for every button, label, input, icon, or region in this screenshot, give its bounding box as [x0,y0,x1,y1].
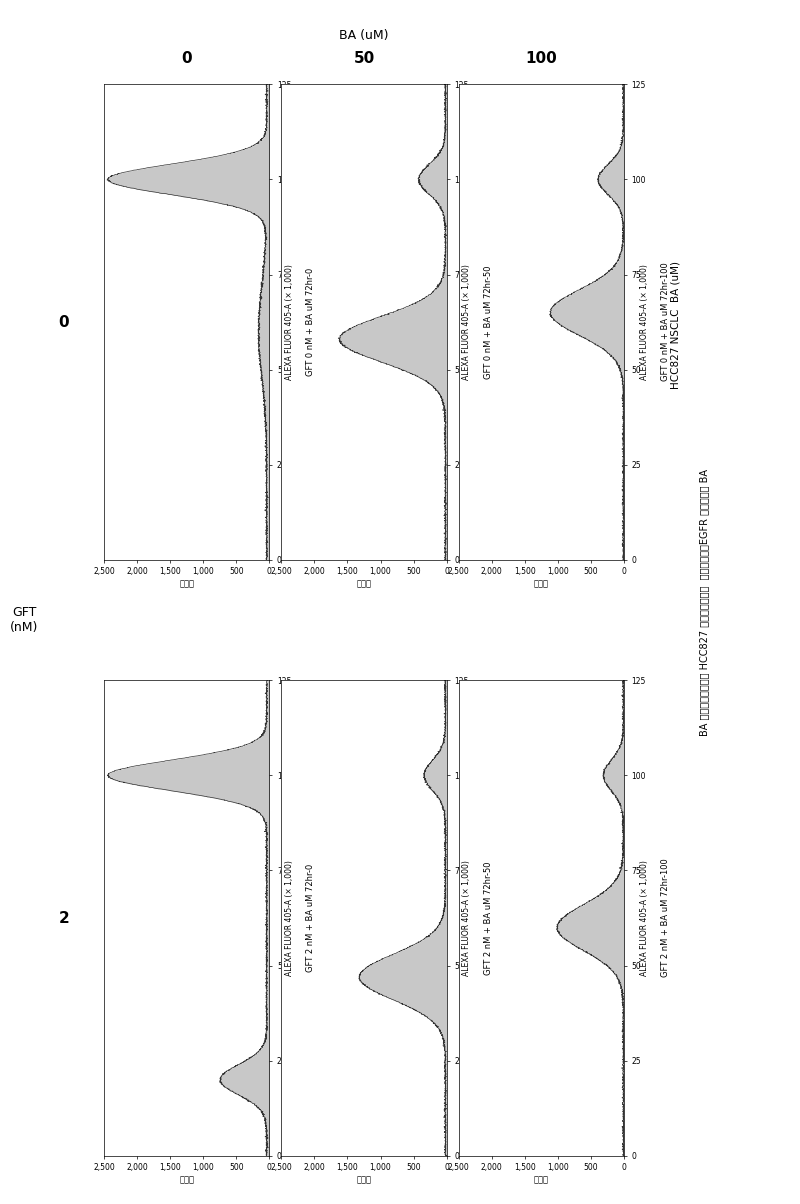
Text: BA 加强吉非替尺尼在 HCC827 细胞系中的活性  吉非替尺尼（EGFR 抑制剂）＋ BA: BA 加强吉非替尺尼在 HCC827 细胞系中的活性 吉非替尺尼（EGFR 抑制… [699,468,709,736]
Text: ALEXA FLUOR 405-A (× 1,000): ALEXA FLUOR 405-A (× 1,000) [639,264,649,380]
Text: GFT 2 nM + BA uM 72hr-50: GFT 2 nM + BA uM 72hr-50 [484,861,493,975]
Text: 50: 50 [354,52,374,66]
X-axis label: 细胞数: 细胞数 [534,1175,549,1185]
X-axis label: 细胞数: 细胞数 [534,579,549,589]
X-axis label: 细胞数: 细胞数 [179,579,194,589]
X-axis label: 细胞数: 细胞数 [357,579,371,589]
Text: ALEXA FLUOR 405-A (× 1,000): ALEXA FLUOR 405-A (× 1,000) [462,860,471,976]
Text: ALEXA FLUOR 405-A (× 1,000): ALEXA FLUOR 405-A (× 1,000) [462,264,471,380]
Text: HCC827 NSCLC  BA (uM): HCC827 NSCLC BA (uM) [671,261,681,389]
Text: GFT 0 nM + BA uM 72hr-0: GFT 0 nM + BA uM 72hr-0 [306,268,315,376]
Text: GFT
(nM): GFT (nM) [10,606,38,635]
Text: 2: 2 [58,910,70,926]
Text: ALEXA FLUOR 405-A (× 1,000): ALEXA FLUOR 405-A (× 1,000) [285,264,294,380]
X-axis label: 细胞数: 细胞数 [179,1175,194,1185]
Text: GFT 2 nM + BA uM 72hr-100: GFT 2 nM + BA uM 72hr-100 [661,858,670,978]
Text: ALEXA FLUOR 405-A (× 1,000): ALEXA FLUOR 405-A (× 1,000) [285,860,294,976]
Text: BA (uM): BA (uM) [339,29,389,42]
Text: GFT 0 nM + BA uM 72hr-100: GFT 0 nM + BA uM 72hr-100 [661,262,670,382]
Text: GFT 0 nM + BA uM 72hr-50: GFT 0 nM + BA uM 72hr-50 [484,265,493,379]
Text: ALEXA FLUOR 405-A (× 1,000): ALEXA FLUOR 405-A (× 1,000) [639,860,649,976]
Text: 100: 100 [526,52,558,66]
Text: 0: 0 [182,52,192,66]
Text: 0: 0 [58,314,70,330]
X-axis label: 细胞数: 细胞数 [357,1175,371,1185]
Text: GFT 2 nM + BA uM 72hr-0: GFT 2 nM + BA uM 72hr-0 [306,864,315,972]
